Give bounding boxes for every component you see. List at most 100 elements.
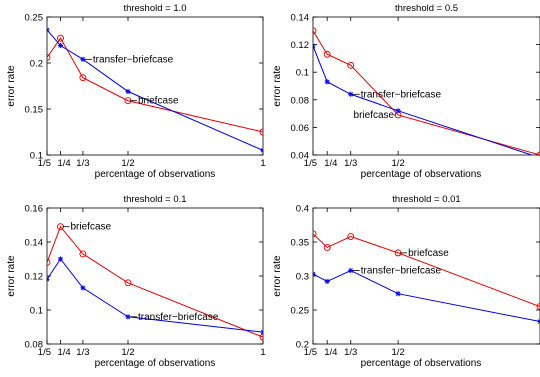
data-point-circle	[259, 128, 263, 136]
data-point-star	[324, 79, 330, 85]
x-tick-label: 1/2	[121, 347, 134, 358]
data-point-star	[348, 91, 354, 97]
data-point-star	[395, 291, 401, 297]
y-axis-label: error rate	[272, 255, 283, 297]
series-layer	[313, 230, 540, 325]
data-point-star	[395, 108, 401, 114]
chart-title: threshold = 0.5	[395, 3, 458, 14]
data-point-star	[313, 271, 316, 277]
x-tick-label: 1/4	[58, 347, 71, 358]
annotation-label: briefcase	[71, 222, 112, 233]
x-tick-label: 1/5	[304, 347, 317, 358]
series-layer	[313, 27, 540, 155]
data-point-star	[313, 43, 316, 49]
y-tick-label: 0.4	[296, 204, 309, 215]
chart-title: threshold = 0.01	[392, 194, 460, 205]
series-line-transfer-briefcase	[47, 29, 263, 151]
x-axis-label: percentage of observations	[361, 358, 482, 369]
x-tick-label: 1/4	[324, 158, 337, 169]
annotation: briefcase	[62, 222, 112, 233]
x-tick-label: 1/2	[392, 158, 405, 169]
y-axis-label: error rate	[6, 255, 17, 297]
y-tick-label: 0.14	[291, 13, 310, 24]
y-tick-label: 0.1	[296, 68, 309, 79]
y-tick-label: 0.04	[291, 151, 310, 162]
x-tick-label: 1/3	[344, 158, 357, 169]
x-axis-label: percentage of observations	[361, 169, 482, 180]
series-line-briefcase	[47, 225, 263, 338]
data-point-star	[80, 285, 86, 291]
annotation: transfer−briefcase	[352, 266, 441, 277]
data-point-circle	[79, 250, 87, 258]
annotation: transfer−briefcase	[84, 54, 174, 65]
y-axis-label: error rate	[272, 65, 283, 107]
annotation: transfer−briefcase	[130, 312, 219, 323]
x-axis-label: percentage of observations	[95, 358, 216, 369]
data-point-star	[47, 276, 50, 282]
y-tick-label: 0.12	[25, 272, 44, 283]
x-tick-label: 1	[260, 158, 265, 169]
y-tick-label: 0.1	[30, 151, 43, 162]
data-point-star	[57, 42, 64, 49]
annotation: briefcase	[354, 110, 397, 121]
x-tick-label: 1/4	[58, 158, 71, 169]
data-point-star	[125, 314, 131, 320]
x-axis-label: percentage of observations	[95, 169, 216, 180]
data-point-circle	[79, 74, 87, 82]
data-point-star	[537, 318, 540, 325]
series-line-briefcase	[313, 30, 540, 155]
y-tick-label: 0.15	[25, 105, 44, 116]
y-tick-label: 0.2	[296, 340, 309, 351]
data-point-circle	[124, 279, 132, 287]
panel-2: 0.04 0.06 0.08 0.1 0.12 0.14 1/5 1/4 1/3 1/2 thres…	[272, 3, 540, 180]
data-point-star	[80, 56, 86, 62]
y-tick-label: 0.3	[296, 272, 309, 283]
data-point-circle	[57, 34, 64, 42]
y-tick-label: 0.25	[25, 13, 44, 24]
x-tick-label: 1/3	[344, 347, 357, 358]
series-line-transfer-briefcase	[313, 270, 540, 323]
x-tick-label: 1/5	[304, 158, 317, 169]
x-tick-label: 1/2	[121, 158, 134, 169]
plot-frame	[312, 16, 540, 156]
data-point-circle	[347, 233, 355, 241]
annotation: briefcase	[400, 248, 449, 259]
y-tick-label: 0.08	[25, 340, 44, 351]
x-tick-label: 1/5	[38, 158, 51, 169]
y-tick-label: 0.16	[25, 204, 44, 215]
series-line-briefcase	[313, 233, 540, 308]
data-point-circle	[313, 27, 317, 35]
y-tick-label: 0.35	[291, 238, 310, 249]
data-point-circle	[47, 54, 51, 61]
annotation: briefcase	[130, 96, 179, 107]
series-layer	[47, 27, 263, 153]
data-point-star	[47, 27, 50, 33]
y-tick-label: 0.1	[30, 306, 43, 317]
plot-frame	[46, 16, 264, 156]
chart-title: threshold = 1.0	[123, 3, 186, 14]
series-layer	[47, 223, 263, 341]
x-tick-label: 1/2	[392, 347, 405, 358]
x-tick-label: 1	[260, 347, 265, 358]
data-point-star	[324, 278, 330, 285]
annotation-label: transfer−briefcase	[361, 89, 442, 100]
annotation: transfer−briefcase	[352, 89, 442, 100]
annotation-label: transfer−briefcase	[93, 54, 174, 65]
data-point-circle	[47, 258, 51, 266]
y-tick-label: 0.06	[291, 123, 310, 134]
data-point-star	[260, 329, 263, 335]
x-tick-label: 1/3	[76, 347, 89, 358]
annotation-label: briefcase	[408, 248, 449, 259]
series-line-transfer-briefcase	[313, 45, 534, 155]
panel-4: 0.2 0.25 0.3 0.35 0.4 1/5 1/4 1/3 1/2 threshold =…	[272, 194, 540, 369]
y-tick-label: 0.14	[25, 238, 44, 249]
y-tick-label: 0.25	[291, 306, 310, 317]
x-tick-label: 1/3	[76, 158, 89, 169]
y-tick-label: 0.12	[291, 40, 310, 51]
y-tick-label: 0.08	[291, 95, 310, 106]
annotation-label: briefcase	[138, 96, 179, 107]
annotation-label: transfer−briefcase	[138, 312, 219, 323]
panel-1: 0.1 0.15 0.2 0.25 1/5 1/4 1/3 1/2 1 threshold = 1…	[6, 3, 266, 180]
data-point-circle	[313, 230, 317, 238]
data-point-star	[260, 147, 263, 153]
